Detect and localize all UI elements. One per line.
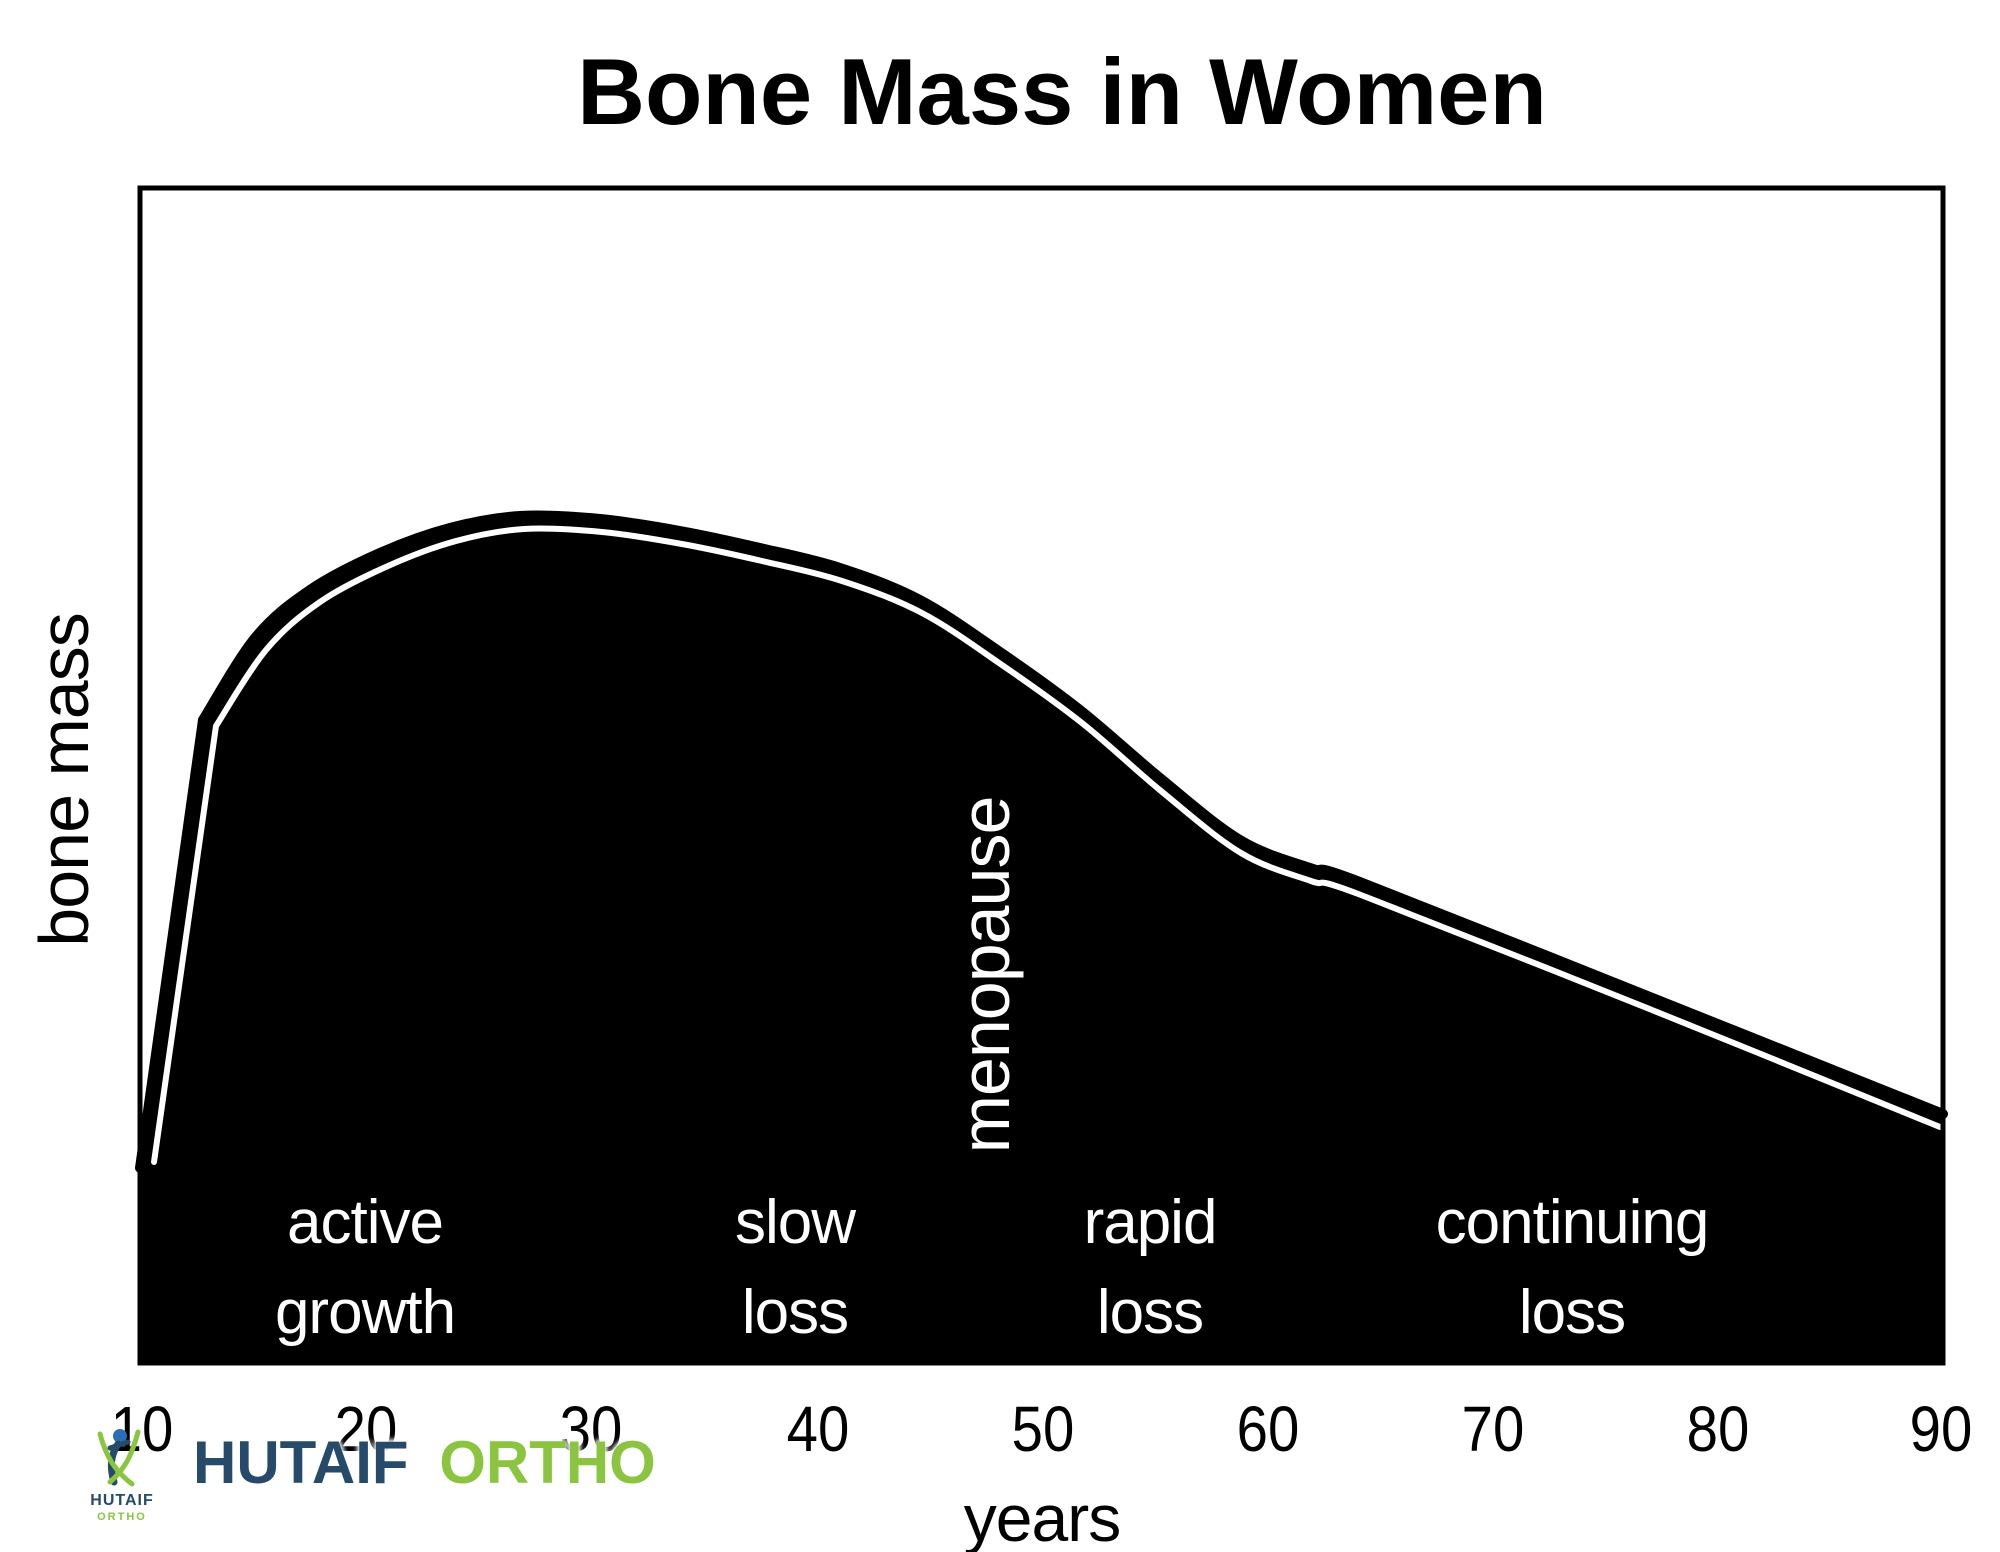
hutaif-logo-icon [97,1429,141,1487]
phase-label-line: growth [274,1278,456,1347]
y-axis-label: bone mass [25,613,103,947]
phase-label-line: continuing [1435,1188,1710,1257]
x-tick-label-20: 20 [334,1393,398,1465]
logo-wordmark-hutaif: HUTAIF [90,1492,154,1509]
phase-label-line: loss [741,1278,849,1347]
watermark: HUTAIF ORTHO [193,1428,656,1497]
watermark-ortho: ORTHO [439,1429,656,1496]
watermark-hutaif: HUTAIF [193,1429,409,1496]
chart-title: Bone Mass in Women [577,39,1547,144]
phase-label-line: active [287,1188,444,1257]
menopause-label: menopause [946,796,1024,1154]
plot-border [137,185,1946,1366]
x-tick-label-80: 80 [1686,1393,1750,1465]
logo-wordmark-ortho: ORTHO [97,1511,147,1523]
phase-label-rapid-loss: rapid loss [1083,1178,1218,1358]
bone-mass-curve [135,510,1948,1173]
phase-label-line: loss [1096,1278,1204,1347]
phase-label-line: slow [734,1188,856,1257]
phase-label-line: rapid [1083,1188,1218,1257]
x-axis-label: years [963,1481,1121,1552]
x-tick-label-30: 30 [559,1393,623,1465]
x-tick-label-70: 70 [1461,1393,1525,1465]
phase-label-slow-loss: slow loss [734,1178,856,1358]
x-tick-label-40: 40 [786,1393,850,1465]
bone-mass-area-fill [140,515,1943,1363]
x-tick-label-50: 50 [1011,1393,1075,1465]
x-tick-label-60: 60 [1236,1393,1300,1465]
phase-label-continuing-loss: continuing loss [1435,1178,1710,1358]
curve-highlight-line [151,525,1943,1165]
x-tick-label-10: 10 [110,1393,174,1465]
x-tick-label-90: 90 [1909,1393,1973,1465]
phase-label-active-growth: active growth [274,1178,456,1358]
phase-label-line: loss [1518,1278,1626,1347]
